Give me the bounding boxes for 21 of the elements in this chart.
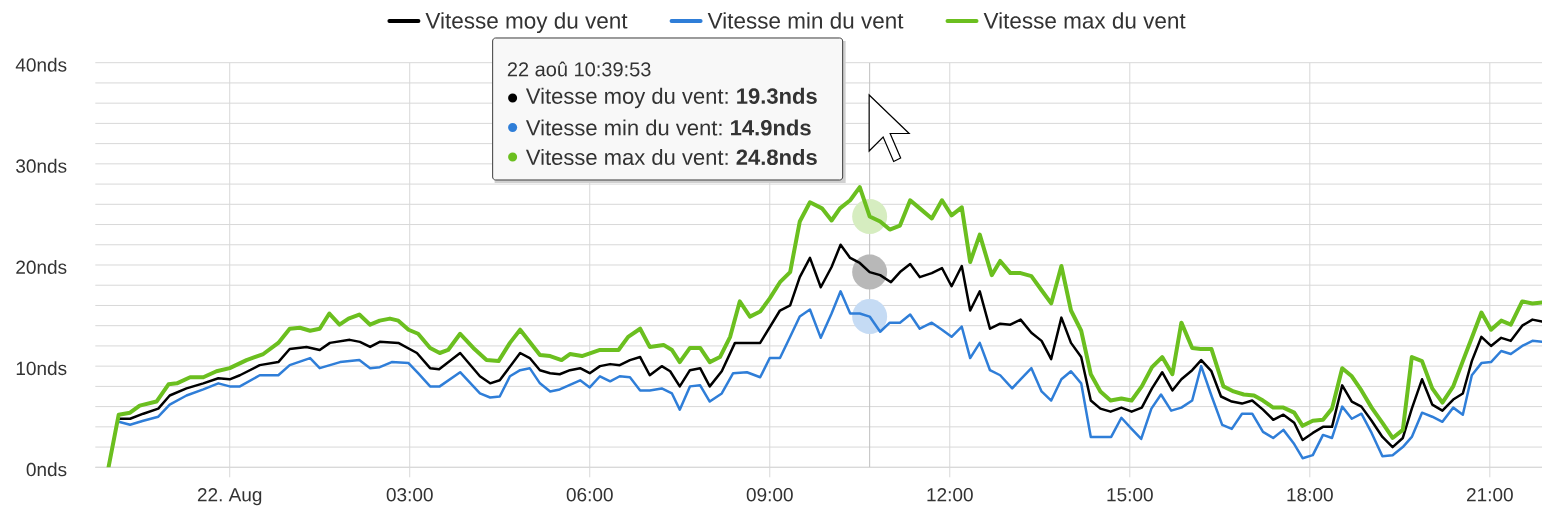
legend-label: Vitesse moy du vent bbox=[425, 12, 628, 34]
y-tick-label: 0nds bbox=[26, 462, 67, 477]
line-series bbox=[106, 185, 1542, 468]
x-tick-label: 15:00 bbox=[1107, 488, 1153, 502]
x-tick-label: 09:00 bbox=[746, 488, 793, 502]
y-tick-label: 10nds bbox=[16, 361, 67, 376]
annotation: 22 aoû 10:39:53 bbox=[507, 61, 651, 77]
x-tick-label: 12:00 bbox=[927, 488, 973, 502]
y-tick-label: 20nds bbox=[16, 260, 67, 274]
x-tick-label: 18:00 bbox=[1287, 488, 1333, 502]
legend-label: Vitesse max du vent bbox=[983, 12, 1186, 29]
x-tick-label: 03:00 bbox=[386, 488, 433, 502]
y-tick-label: 40nds bbox=[15, 57, 67, 72]
x-tick-label: 21:00 bbox=[1467, 488, 1513, 502]
legend-label: Vitesse min du vent bbox=[707, 12, 904, 29]
annotation: Vitesse moy du vent: 19.3nds bbox=[525, 87, 817, 109]
x-tick-label: 06:00 bbox=[566, 488, 613, 502]
x-tick-label: 22. Aug bbox=[197, 488, 262, 506]
annotation: Vitesse max du vent: 24.8nds bbox=[525, 148, 817, 166]
y-tick-label: 30nds bbox=[16, 158, 67, 173]
annotation: Vitesse min du vent: 14.9nds bbox=[525, 119, 811, 136]
